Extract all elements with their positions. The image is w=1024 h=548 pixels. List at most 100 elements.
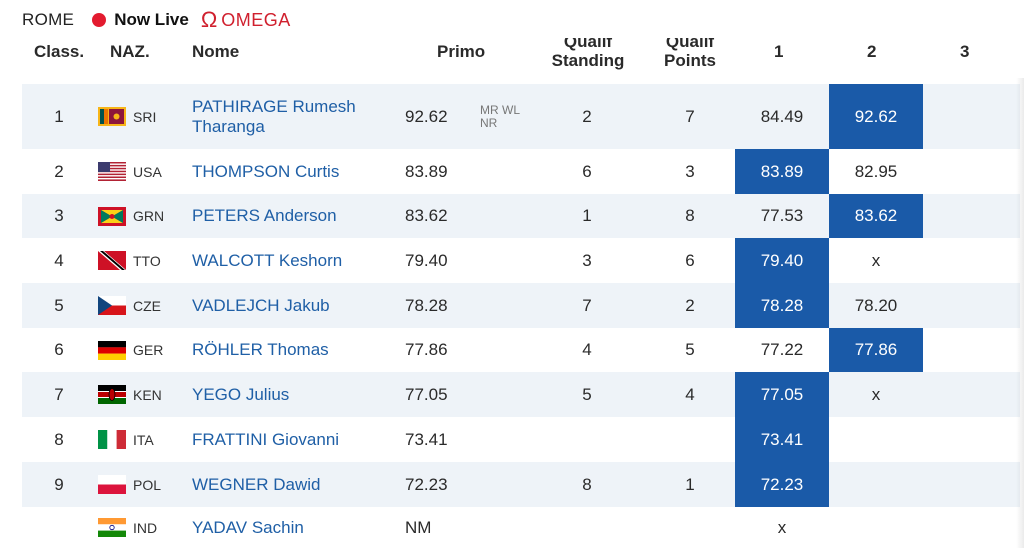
flag-cell	[98, 462, 128, 507]
now-live-label[interactable]: Now Live	[114, 10, 189, 29]
best-mark: 78.28	[405, 295, 448, 315]
best-mark: NM	[405, 517, 432, 537]
city-label: ROME	[22, 10, 75, 29]
nation-code: GRN	[133, 208, 165, 224]
table-row[interactable]: 5 CZE VADLEJCH Jakub 78.28 7 2 78.28 78.20	[22, 283, 1020, 328]
best-mark: 72.23	[405, 474, 448, 494]
flag-cell	[98, 84, 128, 149]
qualif-standing: 4	[582, 340, 592, 359]
cze-flag-icon	[98, 296, 126, 315]
table-row[interactable]: 1 SRI PATHIRAGE Rumesh Tharanga 92.62 MR WL …	[22, 84, 1020, 149]
nation-code: ITA	[133, 431, 154, 448]
athlete-name-link[interactable]: RÖHLER Thomas	[192, 340, 329, 359]
throw-1-cell: 77.05	[735, 372, 829, 417]
athlete-name-link[interactable]: PETERS Anderson	[192, 206, 337, 225]
nation-code: KEN	[133, 386, 162, 403]
athlete-name-link[interactable]: FRATTINI Giovanni	[192, 429, 340, 449]
athlete-name-link[interactable]: THOMPSON Curtis	[192, 161, 340, 181]
nation-code: IND	[133, 519, 158, 536]
pol-flag-icon	[98, 475, 126, 494]
athlete-name-link[interactable]: WEGNER Dawid	[192, 474, 321, 494]
tto-flag-icon	[98, 251, 126, 270]
nation-code: TTO	[133, 252, 161, 269]
table-row[interactable]: 2 USA THOMPSON Curtis 83.89 6 3 83.89 82.95	[22, 149, 1020, 194]
throw-1-cell: 83.89	[735, 149, 829, 194]
header-rank: Class.	[34, 42, 85, 61]
qualif-points: 8	[685, 206, 695, 225]
header-throw-1: 1	[774, 42, 784, 61]
header-nat: NAZ.	[110, 42, 150, 61]
table-row[interactable]: IND YADAV Sachin NM x	[22, 507, 1020, 548]
flag-cell	[98, 283, 128, 328]
record-note	[480, 238, 530, 283]
table-row[interactable]: 3 GRN PETERS Anderson 83.62 1 8 77.53 83.62	[22, 194, 1020, 238]
table-row[interactable]: 7 KEN YEGO Julius 77.05 5 4 77.05 x	[22, 372, 1020, 417]
table-row[interactable]: 6 GER RÖHLER Thomas 77.86 4 5 77.22 77.86	[22, 328, 1020, 372]
rank-cell: 8	[54, 429, 64, 449]
throw-2-cell	[829, 417, 923, 462]
header-throw-3: 3	[960, 42, 970, 61]
table-row[interactable]: 4 TTO WALCOTT Keshorn 79.40 3 6 79.40 x	[22, 238, 1020, 283]
ita-flag-icon	[98, 430, 126, 449]
usa-flag-icon	[98, 162, 126, 181]
live-dot-icon	[92, 13, 107, 27]
table-row[interactable]: 9 POL WEGNER Dawid 72.23 8 1 72.23	[22, 462, 1020, 507]
ind-flag-icon	[98, 518, 126, 537]
rank-cell: 4	[54, 250, 64, 270]
omega-logo-icon: Ω	[200, 7, 218, 32]
athlete-name-link[interactable]: YADAV Sachin	[192, 517, 304, 537]
best-mark: 92.62	[405, 106, 448, 126]
qualif-standing: 5	[582, 384, 592, 404]
rank-cell: 9	[54, 474, 64, 494]
athlete-name-link[interactable]: PATHIRAGE Rumesh Tharanga	[192, 96, 356, 136]
flag-cell	[98, 328, 128, 372]
rank-cell: 5	[54, 295, 64, 315]
ken-flag-icon	[98, 385, 126, 404]
rank-cell: 2	[54, 161, 64, 181]
throw-2-cell: x	[871, 250, 881, 270]
flag-cell	[98, 238, 128, 283]
top-bar: ROME Now Live Ω OMEGA	[0, 0, 1024, 40]
nation-code: CZE	[133, 297, 161, 314]
record-note	[480, 328, 530, 372]
scroll-edge	[1016, 78, 1024, 548]
qualif-points: 7	[685, 106, 695, 126]
header-standing: Qualif Standing	[551, 38, 625, 70]
best-mark: 83.89	[405, 161, 448, 181]
athlete-name-link[interactable]: VADLEJCH Jakub	[192, 295, 330, 315]
nation-code: GER	[133, 342, 164, 358]
throw-2-cell	[829, 462, 923, 507]
throw-2-cell	[829, 507, 923, 548]
throw-1-cell: 78.28	[735, 283, 829, 328]
flag-cell	[98, 194, 128, 238]
throw-1-cell: 72.23	[735, 462, 829, 507]
qualif-standing	[547, 507, 627, 548]
qualif-standing: 1	[582, 206, 592, 225]
throw-2-cell: 77.86	[829, 328, 923, 372]
throw-2-cell: 82.95	[854, 161, 898, 181]
throw-1-cell: 79.40	[735, 238, 829, 283]
qualif-points	[650, 417, 730, 462]
qualif-points: 3	[685, 161, 695, 181]
rank-cell: 6	[54, 340, 64, 359]
header-name: Nome	[192, 42, 240, 61]
record-note	[480, 149, 530, 194]
table-row[interactable]: 8 ITA FRATTINI Giovanni 73.41 73.41	[22, 417, 1020, 462]
header-points: Qualif Points	[664, 38, 716, 70]
qualif-points: 6	[685, 250, 695, 270]
qualif-standing	[547, 417, 627, 462]
athlete-name-link[interactable]: YEGO Julius	[192, 384, 290, 404]
rank-cell: 3	[54, 206, 64, 225]
record-note	[480, 507, 530, 548]
throw-1-cell: 77.53	[760, 206, 804, 225]
qualif-points: 5	[685, 340, 695, 359]
throw-1-cell: x	[777, 517, 787, 537]
best-mark: 83.62	[405, 206, 448, 225]
record-note	[480, 417, 530, 462]
throw-2-cell: 78.20	[854, 295, 898, 315]
record-note	[480, 372, 530, 417]
qualif-points: 1	[685, 474, 695, 494]
athlete-name-link[interactable]: WALCOTT Keshorn	[192, 250, 343, 270]
qualif-standing: 7	[582, 295, 592, 315]
qualif-standing: 6	[582, 161, 592, 181]
